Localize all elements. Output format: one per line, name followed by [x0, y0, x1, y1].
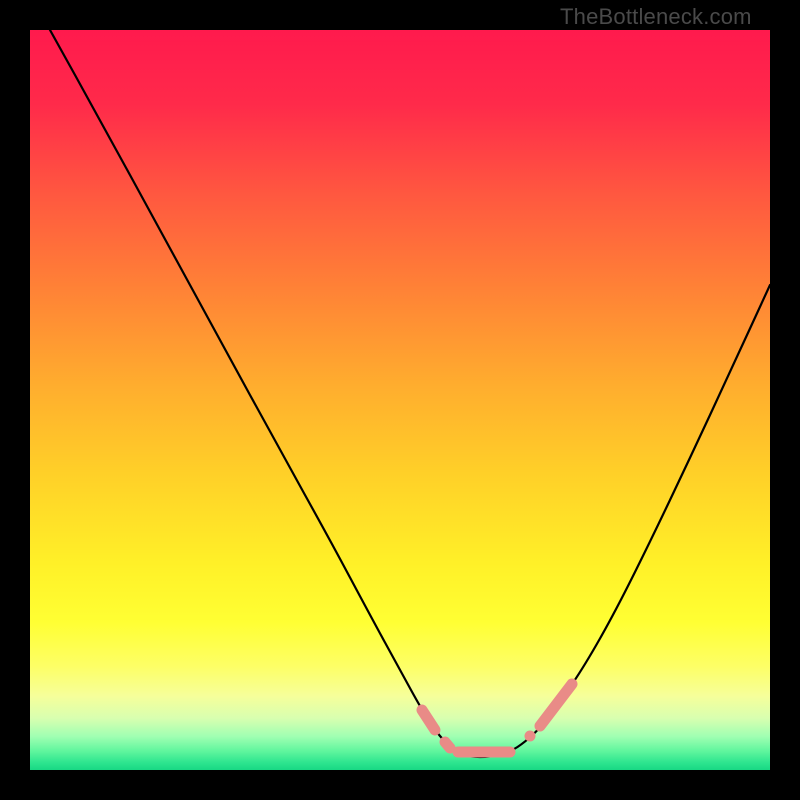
plot-area: [30, 30, 770, 770]
curve-layer: [30, 30, 770, 770]
emphasis-segment-4: [540, 684, 572, 726]
frame-left: [0, 0, 30, 800]
emphasis-segment-1: [445, 742, 450, 748]
emphasis-group: [422, 684, 572, 752]
frame-right: [770, 0, 800, 800]
watermark-text: TheBottleneck.com: [560, 4, 752, 30]
emphasis-segment-0: [422, 710, 435, 730]
chart-stage: TheBottleneck.com: [0, 0, 800, 800]
bottleneck-curve: [50, 30, 770, 757]
frame-bottom: [0, 770, 800, 800]
